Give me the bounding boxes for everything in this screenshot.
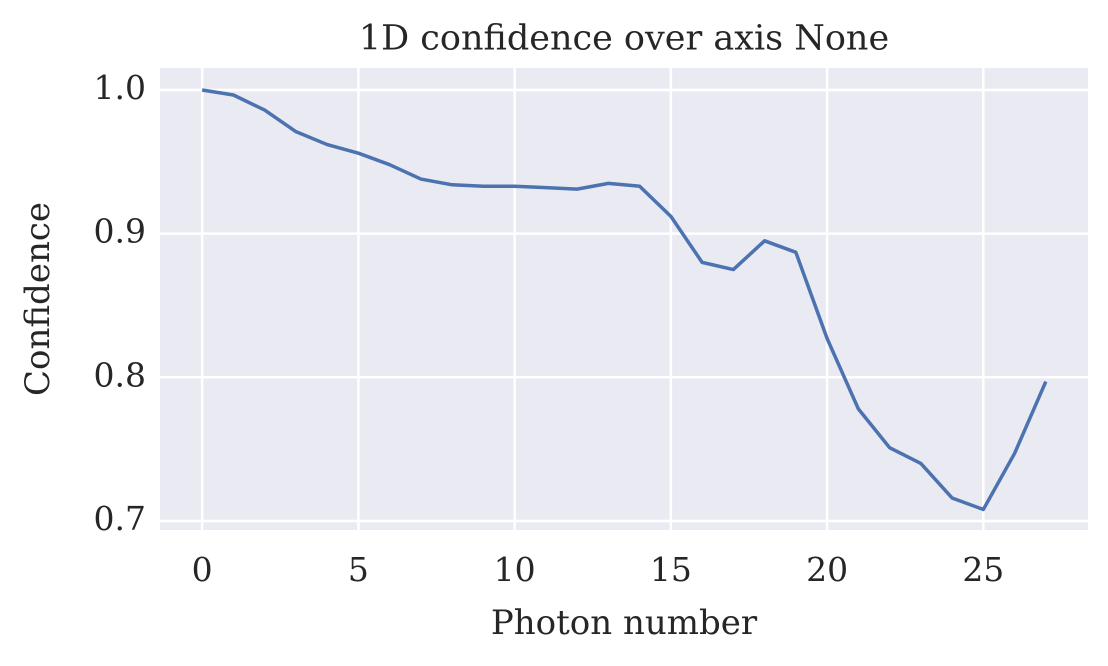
x-tick-label: 10 (494, 550, 536, 589)
x-tick-label: 20 (806, 550, 848, 589)
x-axis-label: Photon number (491, 603, 758, 643)
y-tick-label: 0.8 (94, 355, 146, 394)
y-tick-label: 0.7 (94, 499, 146, 538)
y-axis-label: Confidence (18, 202, 58, 396)
plot-area (160, 68, 1088, 530)
x-tick-label: 0 (192, 550, 213, 589)
data-line (201, 88, 1048, 512)
x-tick-label: 25 (962, 550, 1004, 589)
y-tick-label: 1.0 (94, 68, 146, 107)
chart-title: 1D confidence over axis None (359, 19, 889, 59)
x-tick-label: 5 (348, 550, 369, 589)
y-tick-label: 0.9 (94, 212, 146, 251)
x-tick-label: 15 (650, 550, 692, 589)
